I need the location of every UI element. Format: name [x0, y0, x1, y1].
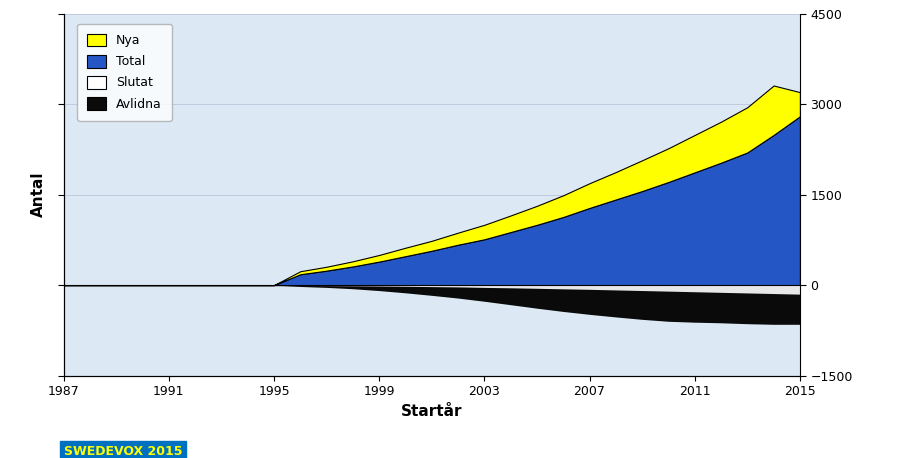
Y-axis label: Antal: Antal — [31, 172, 46, 218]
Legend: Nya, Total, Slutat, Avlidna: Nya, Total, Slutat, Avlidna — [77, 24, 172, 120]
Text: SWEDEVOX 2015: SWEDEVOX 2015 — [64, 445, 182, 458]
X-axis label: Startår: Startår — [401, 404, 463, 419]
